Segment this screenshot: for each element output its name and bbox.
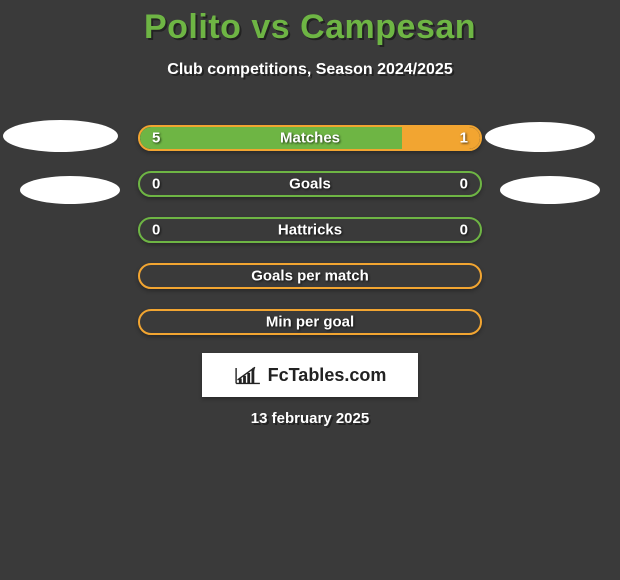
stat-bar-row: 5 1 Matches	[138, 125, 482, 151]
player-shadow-right-2	[500, 176, 600, 204]
page-title: Polito vs Campesan	[0, 8, 620, 47]
player-shadow-left-2	[20, 176, 120, 204]
stat-bar-row: Min per goal	[138, 309, 482, 335]
stat-label: Matches	[280, 130, 340, 147]
stat-bar-row: 0 0 Goals	[138, 171, 482, 197]
stat-bar-row: Goals per match	[138, 263, 482, 289]
logo-text: FcTables.com	[268, 365, 387, 386]
stat-label: Goals	[289, 176, 331, 193]
bar-fill-right	[402, 127, 480, 149]
bar-fill-left	[140, 127, 402, 149]
stat-label: Goals per match	[251, 268, 369, 285]
stat-value-right: 0	[460, 176, 468, 193]
stat-value-right: 0	[460, 222, 468, 239]
player-shadow-right-1	[485, 122, 595, 152]
chart-icon	[234, 364, 262, 386]
stat-label: Min per goal	[266, 314, 354, 331]
stat-value-left: 5	[152, 130, 160, 147]
stat-bars: 5 1 Matches 0 0 Goals 0 0 Hattricks Goals per mat…	[138, 125, 482, 355]
stat-bar-row: 0 0 Hattricks	[138, 217, 482, 243]
stat-value-right: 1	[460, 130, 468, 147]
stat-label: Hattricks	[278, 222, 342, 239]
subtitle: Club competitions, Season 2024/2025	[0, 61, 620, 79]
stat-value-left: 0	[152, 222, 160, 239]
player-shadow-left-1	[3, 120, 118, 152]
logo-box[interactable]: FcTables.com	[202, 353, 418, 397]
stat-value-left: 0	[152, 176, 160, 193]
date-text: 13 february 2025	[251, 410, 369, 427]
